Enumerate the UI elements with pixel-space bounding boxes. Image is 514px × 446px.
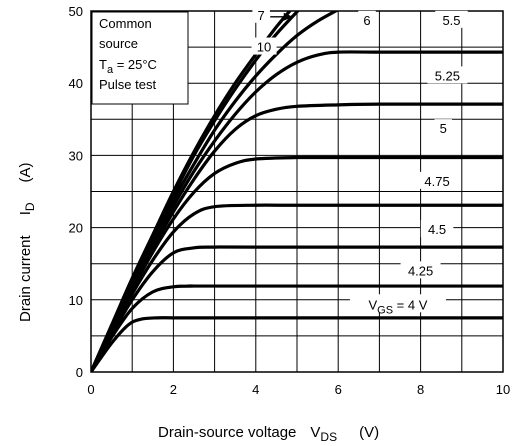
curve-labels: 10 7 6 5.5 5.25 5 4.75 4.5 4.25 VGS = 4 V [251, 5, 468, 316]
curve-label-4.5-bg [420, 220, 454, 238]
curve-label-4.5: 4.5 [428, 222, 446, 237]
curve-label-5.5: 5.5 [442, 13, 460, 28]
x-tick-label: 2 [170, 382, 177, 397]
x-tick-label: 10 [496, 382, 510, 397]
y-tick-label: 30 [69, 148, 83, 163]
series-line-4.5 [91, 245, 503, 372]
y-axis-label: Drain currentID(A) [17, 162, 37, 322]
curve-label-10-bg [251, 37, 277, 55]
curve-label-4.75-bg [417, 171, 458, 189]
x-axis-label: Drain-source voltage VDS (V) [158, 424, 379, 444]
conditions-line-2: source [99, 36, 138, 51]
conditions-line-4: Pulse test [99, 77, 156, 92]
curve-label-5-bg [434, 119, 453, 137]
tick-labels: 0 2 4 6 8 10 0 10 20 30 40 50 [69, 4, 511, 397]
curve-label-6: 6 [363, 13, 370, 28]
curve-label-vgs-4-v: VGS = 4 V [368, 297, 427, 316]
label-arrowhead [283, 12, 293, 21]
series-line-vgs-4-v [91, 316, 503, 372]
curve-label-7-bg [252, 5, 270, 23]
curve-label-5: 5 [440, 121, 447, 136]
curve-label-5.5-bg [435, 10, 468, 28]
y-tick-label: 10 [69, 293, 83, 308]
y-tick-label: 20 [69, 221, 83, 236]
x-tick-label: 4 [252, 382, 259, 397]
x-tick-label: 6 [335, 382, 342, 397]
series-line-5 [91, 155, 503, 372]
curve-label-7: 7 [258, 8, 265, 23]
curve-label-4.75: 4.75 [424, 174, 449, 189]
conditions-line-3: Ta = 25°C [99, 57, 157, 76]
series-line-4.25 [91, 284, 503, 372]
curve-label-4.25: 4.25 [408, 263, 433, 278]
y-tick-label: 40 [69, 76, 83, 91]
x-tick-label: 8 [417, 382, 424, 397]
plot-frame [90, 10, 504, 373]
plot-border [90, 10, 504, 373]
axis-labels: Drain-source voltage VDS (V) Drain currentI… [17, 162, 379, 444]
y-tick-label: 50 [69, 4, 83, 19]
curves [91, 11, 503, 372]
series-line-4.75 [91, 203, 503, 372]
curve-label-5.25-bg [427, 66, 468, 84]
conditions-line-1: Common [99, 16, 152, 31]
curve-label-4.25-bg [400, 261, 441, 279]
curve-label-10: 10 [257, 40, 271, 55]
y-tick-label: 0 [76, 365, 83, 380]
curve-label-vgs-4-v-bg [349, 294, 446, 313]
series-line-5.5 [91, 50, 503, 372]
curve-label-6-bg [358, 10, 376, 28]
curve-label-5.25: 5.25 [435, 68, 460, 83]
conditions-box-border [91, 11, 189, 105]
x-tick-label: 0 [87, 382, 94, 397]
